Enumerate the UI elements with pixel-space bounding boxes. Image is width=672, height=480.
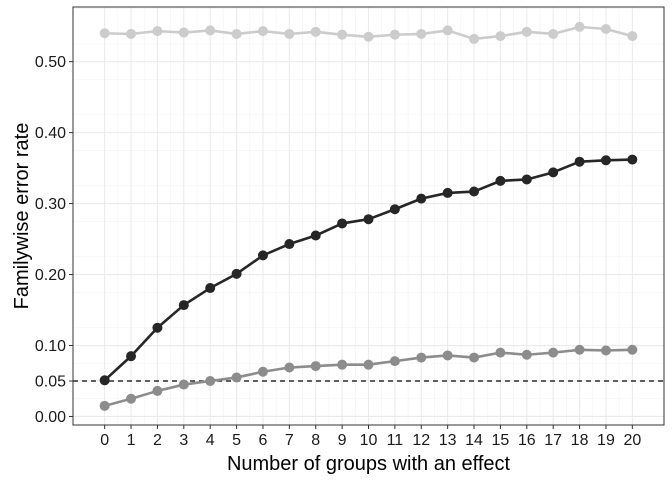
data-point — [442, 187, 453, 198]
data-point — [574, 344, 585, 355]
data-point — [574, 21, 585, 32]
x-tick-label: 17 — [544, 432, 562, 449]
data-point — [337, 29, 348, 40]
data-point — [205, 25, 216, 36]
x-tick-label: 13 — [439, 432, 457, 449]
data-point — [126, 351, 137, 362]
data-point — [600, 24, 611, 34]
data-point — [310, 361, 321, 372]
data-point — [627, 154, 638, 165]
x-axis-title: Number of groups with an effect — [227, 453, 511, 475]
data-point — [178, 300, 189, 311]
data-point — [416, 352, 427, 363]
y-tick-label: 0.10 — [35, 338, 66, 355]
x-tick-label: 12 — [412, 432, 430, 449]
data-point — [284, 239, 295, 250]
x-tick-label: 15 — [492, 432, 510, 449]
data-point — [363, 359, 374, 370]
data-point — [99, 28, 110, 39]
data-point — [205, 283, 216, 294]
major-gridlines — [73, 7, 664, 425]
data-point — [99, 375, 110, 386]
y-tick-label: 0.20 — [35, 267, 66, 284]
data-point — [99, 400, 110, 411]
y-tick-label: 0.30 — [35, 196, 66, 213]
data-point — [389, 356, 400, 367]
data-point — [389, 204, 400, 215]
data-point — [442, 25, 453, 36]
x-axis-ticks: 0 1 2 3 4 5 6 7 8 9 10 11 12 13 14 15 16 17 18 19 20 — [100, 425, 641, 449]
data-point — [152, 322, 163, 333]
x-tick-label: 7 — [285, 432, 294, 449]
data-point — [548, 167, 559, 178]
x-tick-label: 16 — [518, 432, 536, 449]
data-point — [389, 29, 400, 40]
data-point — [178, 379, 189, 390]
data-point — [257, 250, 268, 261]
data-point — [600, 155, 611, 166]
data-point — [521, 26, 532, 37]
x-tick-label: 1 — [127, 432, 136, 449]
data-point — [231, 268, 242, 279]
data-point — [627, 31, 638, 42]
data-point — [574, 156, 585, 167]
data-point — [548, 28, 559, 39]
x-tick-label: 5 — [232, 432, 241, 449]
data-point — [257, 26, 268, 37]
data-point — [469, 186, 480, 197]
data-point — [257, 366, 268, 377]
data-point — [600, 345, 611, 356]
series-points — [99, 21, 638, 411]
data-point — [548, 347, 559, 358]
x-tick-label: 8 — [311, 432, 320, 449]
data-point — [363, 214, 374, 225]
x-tick-label: 10 — [360, 432, 378, 449]
x-tick-label: 11 — [387, 432, 404, 449]
x-tick-label: 3 — [179, 432, 188, 449]
data-point — [231, 28, 242, 39]
data-point — [126, 28, 137, 39]
data-point — [495, 31, 506, 42]
x-tick-label: 4 — [206, 432, 215, 449]
y-tick-label: 0.00 — [35, 409, 66, 426]
data-point — [152, 26, 163, 37]
y-axis-ticks: 0.00 0.05 0.10 0.20 0.30 0.40 0.50 — [35, 54, 73, 426]
data-point — [521, 174, 532, 185]
data-point — [495, 347, 506, 358]
data-point — [521, 349, 532, 360]
data-point — [469, 33, 480, 44]
data-point — [205, 376, 216, 386]
data-point — [416, 28, 427, 39]
y-tick-label: 0.05 — [35, 374, 66, 391]
y-tick-label: 0.40 — [35, 125, 66, 142]
y-axis-title: Familywise error rate — [11, 123, 33, 310]
x-tick-label: 19 — [597, 432, 615, 449]
data-point — [337, 359, 348, 370]
data-point — [627, 344, 638, 355]
data-point — [310, 230, 321, 241]
y-tick-label: 0.50 — [35, 54, 66, 71]
x-tick-label: 0 — [100, 432, 109, 449]
data-point — [284, 362, 295, 373]
data-point — [495, 175, 506, 186]
data-point — [363, 31, 374, 42]
x-tick-label: 20 — [623, 432, 641, 449]
data-point — [152, 385, 163, 396]
x-tick-label: 6 — [259, 432, 268, 449]
data-point — [126, 393, 137, 404]
data-point — [178, 27, 189, 38]
data-point — [284, 28, 295, 39]
x-tick-label: 18 — [571, 432, 589, 449]
data-point — [337, 218, 348, 229]
data-point — [416, 193, 427, 204]
x-tick-label: 9 — [338, 432, 347, 449]
x-tick-label: 14 — [465, 432, 483, 449]
data-point — [469, 352, 480, 363]
data-point — [310, 26, 321, 37]
x-tick-label: 2 — [153, 432, 162, 449]
data-point — [231, 372, 242, 383]
data-point — [442, 350, 453, 361]
